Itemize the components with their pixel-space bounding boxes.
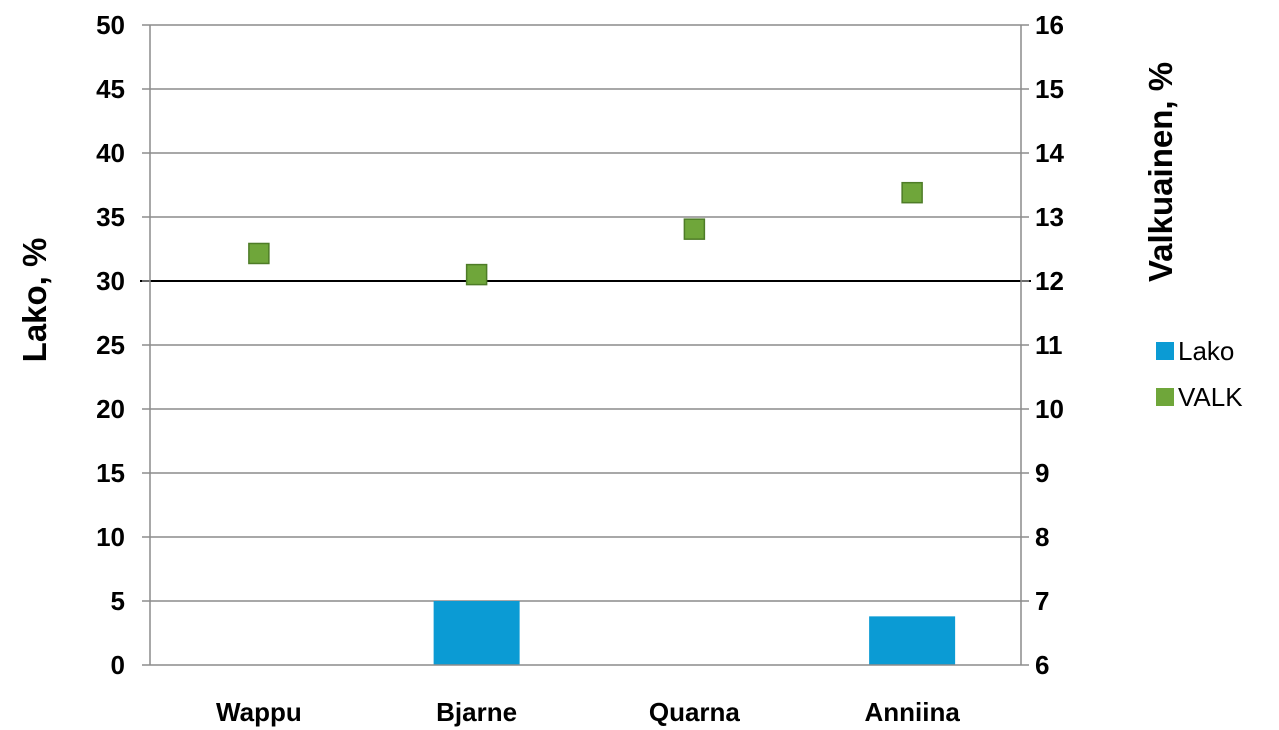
left-tick-label: 0 [111,650,125,680]
left-tick-label: 10 [96,522,125,552]
category-label: Anniina [864,697,960,727]
category-label: Wappu [216,697,302,727]
right-tick-label: 12 [1035,266,1064,296]
right-tick-label: 13 [1035,202,1064,232]
gridlines [150,24,1021,602]
right-tick-label: 14 [1035,138,1064,168]
axes [142,24,1029,666]
left-tick-label: 20 [96,394,125,424]
legend-label-valk: VALK [1178,382,1243,412]
right-axis-title: Valkuainen, % [1142,62,1179,282]
right-tick-label: 15 [1035,74,1064,104]
lako-bar [869,616,956,665]
left-axis-title: Lako, % [16,238,53,363]
right-tick-label: 9 [1035,458,1049,488]
valk-point [465,263,488,286]
right-tick-label: 8 [1035,522,1049,552]
valk-point [683,218,706,240]
valk-point [901,181,923,204]
lako-bars [433,601,956,665]
right-axis-ticks: 6 7 8 9 10 11 12 13 14 15 16 [1035,10,1064,680]
legend-swatch-lako [1156,342,1174,360]
category-label: Quarna [649,697,741,727]
left-axis-ticks: 0 5 10 15 20 25 30 35 40 45 50 [96,10,125,680]
legend-label-lako: Lako [1178,336,1234,366]
left-tick-label: 25 [96,330,125,360]
valk-point [248,242,270,265]
left-tick-label: 40 [96,138,125,168]
left-tick-label: 45 [96,74,125,104]
category-labels: Wappu Bjarne Quarna Anniina [216,697,960,727]
right-tick-label: 16 [1035,10,1064,40]
right-tick-label: 10 [1035,394,1064,424]
left-tick-label: 30 [96,266,125,296]
left-tick-label: 15 [96,458,125,488]
legend-swatch-valk [1156,388,1174,406]
legend: Lako VALK [1156,336,1243,412]
right-tick-label: 6 [1035,650,1049,680]
right-tick-label: 11 [1035,330,1063,360]
right-tick-label: 7 [1035,586,1049,616]
left-tick-label: 35 [96,202,125,232]
valk-points [248,181,923,286]
category-label: Bjarne [436,697,517,727]
left-tick-label: 5 [111,586,125,616]
lako-bar [433,601,520,665]
left-tick-label: 50 [96,10,125,40]
